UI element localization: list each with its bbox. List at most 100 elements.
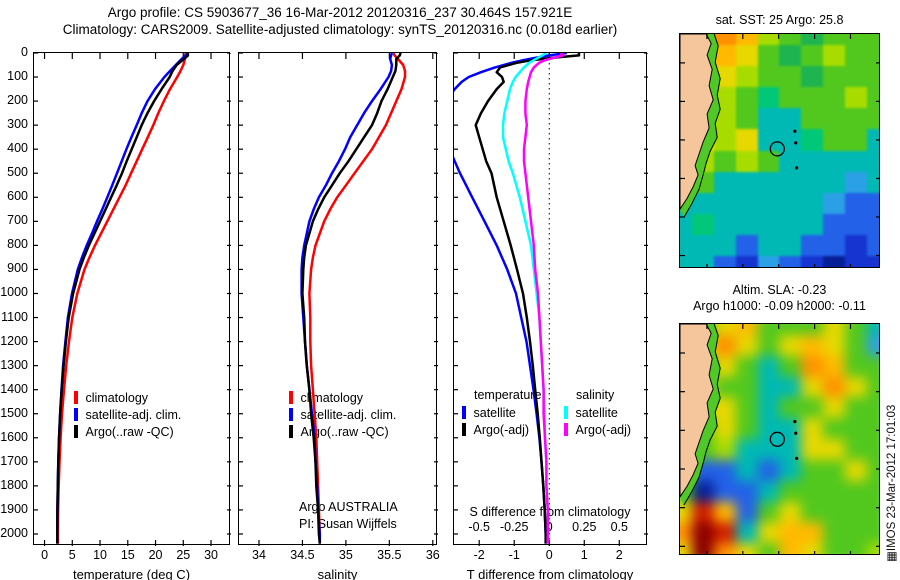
map-cell bbox=[779, 171, 802, 193]
map-cell bbox=[779, 255, 802, 267]
map-cell bbox=[735, 45, 758, 67]
map-cell bbox=[735, 171, 758, 193]
map-overlay bbox=[680, 324, 879, 554]
sst-map-title: sat. SST: 25 Argo: 25.8 bbox=[715, 13, 844, 27]
map-cell bbox=[845, 150, 868, 172]
map-cell bbox=[823, 376, 846, 398]
map-cell bbox=[779, 480, 802, 502]
map-cell bbox=[867, 418, 879, 439]
map-cell bbox=[823, 480, 846, 502]
legend-item: satellite bbox=[564, 404, 631, 421]
map-cell bbox=[757, 192, 780, 214]
map-cell bbox=[867, 439, 879, 460]
map-cell bbox=[867, 45, 879, 67]
argo-height-caption: Argo h1000: -0.09 h2000: -0.11 bbox=[693, 299, 866, 313]
map-cell bbox=[845, 543, 868, 554]
tick-label: 1000 bbox=[0, 285, 28, 300]
map-overlay bbox=[680, 34, 879, 267]
plot-canvas bbox=[454, 53, 648, 546]
map-cell bbox=[735, 150, 758, 172]
map-cell bbox=[779, 45, 802, 67]
profile-curve bbox=[454, 53, 567, 544]
map-cell bbox=[845, 171, 868, 193]
map-cell bbox=[867, 324, 879, 335]
tick-label: 35.5 bbox=[377, 548, 402, 562]
legend-item: Argo(..raw -QC) bbox=[74, 423, 181, 440]
map-cell bbox=[845, 480, 868, 502]
map-cell bbox=[735, 501, 758, 523]
map-cell bbox=[823, 397, 846, 419]
temperature-diff-legend: temperature satellite Argo(-adj) bbox=[462, 387, 541, 438]
figure-title-line2: Climatology: CARS2009. Satellite-adjuste… bbox=[62, 22, 618, 37]
map-cell bbox=[801, 543, 824, 554]
salinity-diff-legend: salinity satellite Argo(-adj) bbox=[564, 387, 631, 438]
map-cell bbox=[757, 543, 780, 554]
map-cell bbox=[713, 439, 736, 460]
map-cell bbox=[757, 459, 780, 481]
map-cell bbox=[779, 108, 802, 130]
map-cell bbox=[867, 376, 879, 398]
map-cell bbox=[867, 501, 879, 523]
temperature-profile-plot: climatology satellite-adj. clim. Argo(..… bbox=[0, 45, 231, 580]
profile-curve bbox=[308, 53, 407, 544]
map-cell bbox=[801, 376, 824, 398]
map-cell bbox=[823, 108, 846, 130]
tick-label: 0 bbox=[545, 548, 553, 562]
map-cell bbox=[735, 129, 758, 151]
tick-label: 0.5 bbox=[610, 520, 628, 534]
trajectory-dot bbox=[793, 420, 797, 424]
profile-curve bbox=[301, 53, 402, 544]
map-cell bbox=[680, 543, 692, 554]
map-cell bbox=[823, 213, 846, 235]
map-cell bbox=[713, 34, 736, 46]
map-cell bbox=[801, 324, 824, 335]
map-cell bbox=[845, 522, 868, 544]
map-cell bbox=[845, 108, 868, 130]
map-cell bbox=[867, 87, 879, 109]
map-cell bbox=[779, 522, 802, 544]
legend-label: satellite-adj. clim. bbox=[300, 407, 397, 422]
sla-map: 154156158160162-26-28-30-32-34-36 bbox=[679, 323, 880, 555]
legend-item: climatology bbox=[74, 389, 181, 406]
map-cell bbox=[867, 34, 879, 46]
map-cell bbox=[779, 34, 802, 46]
map-cell bbox=[867, 234, 879, 256]
map-cell bbox=[757, 213, 780, 235]
map-cell bbox=[823, 543, 846, 554]
map-cell bbox=[680, 255, 692, 267]
sla-caption: Altim. SLA: -0.23 bbox=[732, 283, 827, 297]
map-cell bbox=[823, 34, 846, 46]
map-cell bbox=[845, 66, 868, 88]
map-cell bbox=[845, 397, 868, 419]
map-cell bbox=[823, 192, 846, 214]
annotation-line2: PI: Susan Wijffels bbox=[299, 517, 397, 531]
sst-map: 154156158160162-26-28-30-32-34-36 bbox=[679, 33, 880, 268]
map-cell bbox=[823, 171, 846, 193]
map-cell bbox=[757, 108, 780, 130]
tick-label: 300 bbox=[7, 117, 28, 132]
map-cell bbox=[823, 234, 846, 256]
map-cell bbox=[735, 34, 758, 46]
legend-label: Argo(..raw -QC) bbox=[300, 424, 389, 439]
map-cell bbox=[713, 108, 736, 130]
map-cell bbox=[735, 480, 758, 502]
tick-label: 34.5 bbox=[290, 548, 315, 562]
map-cell bbox=[735, 234, 758, 256]
shelf-line bbox=[683, 324, 721, 506]
map-cell bbox=[801, 418, 824, 439]
salinity-legend: climatology satellite-adj. clim. Argo(..… bbox=[289, 389, 396, 440]
map-cell bbox=[713, 418, 736, 439]
map-cell bbox=[691, 213, 714, 235]
tick-label: 5 bbox=[68, 548, 76, 562]
map-cell bbox=[845, 213, 868, 235]
map-cell bbox=[691, 255, 714, 267]
float-position-marker bbox=[769, 431, 785, 447]
map-cell bbox=[845, 34, 868, 46]
map-cell bbox=[845, 192, 868, 214]
profile-curve bbox=[56, 53, 187, 544]
map-cell bbox=[845, 501, 868, 523]
map-cell bbox=[801, 66, 824, 88]
map-cell bbox=[779, 543, 802, 554]
map-cell bbox=[779, 459, 802, 481]
map-cell bbox=[779, 376, 802, 398]
